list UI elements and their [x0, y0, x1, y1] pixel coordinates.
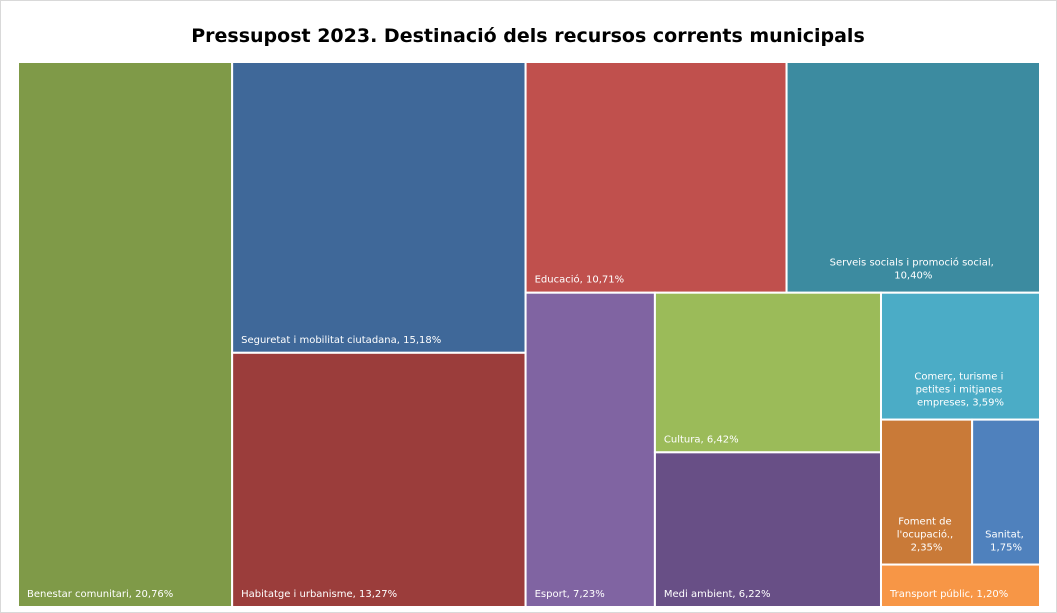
cell-label: Cultura, 6,42% — [664, 434, 739, 445]
treemap-cell — [17, 61, 234, 608]
cell-label: Foment de l'ocupació., 2,35% — [897, 517, 957, 554]
treemap-cell — [231, 61, 527, 354]
treemap-cell — [653, 291, 882, 454]
treemap-cell — [879, 291, 1041, 421]
treemap-cell — [785, 61, 1042, 294]
cell-label: Sanitat, 1,75% — [985, 530, 1027, 554]
cell-label: Seguretat i mobilitat ciutadana, 15,18% — [241, 335, 441, 346]
cell-label: Comerç, turisme i petites i mitjanes emp… — [914, 372, 1006, 409]
treemap-cell — [231, 351, 527, 608]
cell-label: Benestar comunitari, 20,76% — [27, 589, 173, 600]
treemap-cell — [524, 61, 788, 294]
treemap-cell — [971, 418, 1042, 566]
treemap-cell — [524, 291, 656, 608]
cell-label: Transport públic, 1,20% — [889, 588, 1008, 600]
treemap-cell — [879, 418, 974, 566]
cell-label: Serveis socials i promoció social, 10,40… — [830, 257, 997, 282]
treemap-cell — [879, 563, 1041, 609]
cell-label: Educació, 10,71% — [535, 274, 625, 286]
cell-label: Medi ambient, 6,22% — [664, 589, 771, 600]
cell-label: Habitatge i urbanisme, 13,27% — [241, 589, 397, 600]
cell-label: Esport, 7,23% — [535, 589, 605, 600]
treemap-cell — [653, 451, 882, 608]
chart-title: Pressupost 2023. Destinació dels recurso… — [191, 25, 865, 47]
